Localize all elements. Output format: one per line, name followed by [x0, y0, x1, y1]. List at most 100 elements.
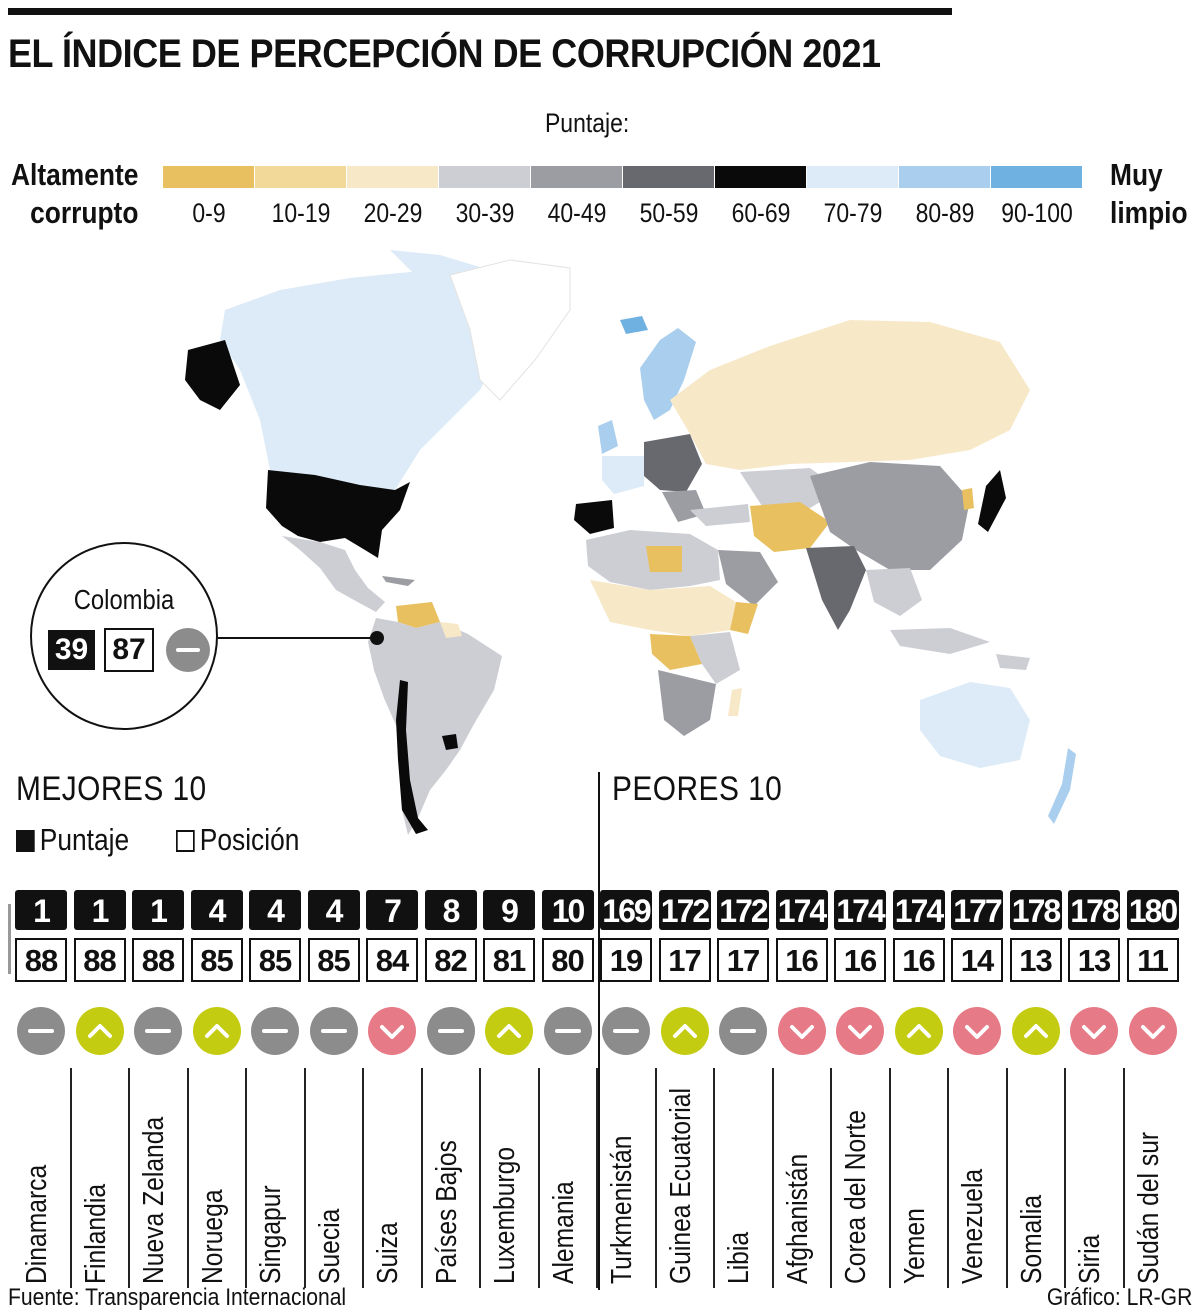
- map-iran-afghanistan: [750, 502, 830, 552]
- score-box: 172: [658, 890, 711, 930]
- map-australia: [920, 682, 1030, 768]
- legend-swatch-10-19: [255, 166, 346, 188]
- key-rank-label: Posición: [199, 822, 300, 857]
- map-madagascar: [728, 688, 742, 716]
- legend-label-60-69: 60-69: [731, 198, 791, 228]
- map-chile: [396, 680, 428, 834]
- left-edge-mark: [8, 904, 11, 974]
- legend-right-line2: limpio: [1110, 195, 1188, 230]
- country-name: Finlandia: [79, 1183, 112, 1284]
- legend-label-70-79: 70-79: [823, 198, 883, 228]
- country-name: Países Bajos: [430, 1140, 463, 1284]
- column-separator: [1122, 1068, 1125, 1288]
- trend-up-icon: [75, 1007, 124, 1055]
- trend-up-icon: [192, 1007, 241, 1055]
- country-name: Guinea Ecuatorial: [664, 1088, 697, 1284]
- map-india: [806, 546, 866, 630]
- map-libya: [646, 546, 682, 572]
- legend-swatch-70-79: [807, 166, 898, 188]
- country-name: Suecia: [313, 1208, 346, 1284]
- map-indonesia: [890, 628, 990, 654]
- country-column: 172 17 Libia: [717, 890, 769, 1290]
- key-score-label: Puntaje: [39, 822, 130, 857]
- legend-right-line1: Muy: [1110, 157, 1163, 192]
- column-separator: [713, 1068, 715, 1288]
- trend-up-icon: [894, 1007, 943, 1055]
- rank-box: 16: [775, 938, 828, 982]
- map-china: [810, 462, 970, 570]
- map-usa: [266, 470, 410, 558]
- map-alaska: [185, 340, 240, 410]
- score-box: 9: [483, 890, 535, 930]
- column-separator: [888, 1068, 891, 1288]
- key-rank-swatch: [176, 830, 195, 852]
- top-rule: [8, 8, 952, 15]
- country-column: 4 85 Singapur: [249, 890, 301, 1290]
- legend-label-20-29: 20-29: [363, 198, 423, 228]
- column-separator: [771, 1068, 774, 1288]
- callout-trend-same-icon: [166, 628, 210, 672]
- map-scandinavia: [640, 328, 696, 420]
- country-name: Somalia: [1015, 1194, 1048, 1284]
- score-box: 178: [1068, 890, 1120, 930]
- map-turkey: [690, 504, 750, 526]
- column-separator: [1005, 1068, 1008, 1288]
- legend-left-line1: Altamente: [11, 157, 139, 192]
- map-cuba: [382, 576, 415, 586]
- trend-same-icon: [251, 1007, 299, 1055]
- legend-swatch-60-69: [715, 166, 806, 188]
- rank-box: 19: [600, 938, 652, 982]
- map-png: [996, 654, 1030, 670]
- legend-label-40-49: 40-49: [547, 198, 607, 228]
- column-separator: [69, 1068, 72, 1288]
- legend-swatch-0-9: [163, 166, 254, 188]
- colombia-callout: Colombia 39 87: [30, 542, 218, 730]
- rank-box: 17: [717, 938, 769, 982]
- country-column: 169 19 Turkmenistán: [600, 890, 652, 1290]
- country-column: 7 84 Suiza: [366, 890, 418, 1290]
- rank-box: 84: [366, 938, 418, 982]
- key-rank: Posición: [176, 822, 299, 858]
- map-east-africa: [690, 632, 740, 684]
- column-separator: [420, 1068, 423, 1288]
- score-box: 4: [307, 890, 360, 930]
- rank-box: 82: [424, 938, 477, 982]
- country-column: 174 16 Yemen: [892, 890, 945, 1290]
- rank-box: 85: [307, 938, 360, 982]
- legend-label-0-9: 0-9: [192, 198, 226, 228]
- legend-label-50-59: 50-59: [639, 198, 699, 228]
- column-separator: [245, 1068, 247, 1288]
- legend-swatch-30-39: [439, 166, 530, 188]
- trend-up-icon: [660, 1007, 709, 1055]
- rank-box: 81: [483, 938, 535, 982]
- legend-title: Puntaje:: [545, 108, 630, 138]
- country-column: 180 11 Sudán del sur: [1126, 890, 1179, 1290]
- callout-score: 39: [48, 630, 95, 670]
- map-sahel: [590, 580, 736, 636]
- legend-label-90-100: 90-100: [1001, 198, 1073, 228]
- map-iberia: [574, 500, 614, 534]
- legend-label-80-89: 80-89: [915, 198, 975, 228]
- map-greenland: [449, 259, 571, 401]
- callout-leader-line: [218, 637, 378, 639]
- column-separator: [362, 1068, 364, 1288]
- score-box: 180: [1126, 890, 1179, 930]
- country-column: 9 81 Luxemburgo: [483, 890, 535, 1290]
- legend-swatch-80-89: [899, 166, 990, 188]
- rank-box: 11: [1126, 938, 1179, 982]
- map-central-africa: [650, 634, 702, 670]
- country-name: Sudán del sur: [1132, 1131, 1165, 1284]
- country-name: Turkmenistán: [606, 1135, 638, 1284]
- map-arabia: [718, 550, 778, 606]
- legend-swatch-90-100: [991, 166, 1082, 188]
- column-separator: [830, 1068, 832, 1288]
- score-box: 174: [775, 890, 828, 930]
- score-box: 174: [892, 890, 945, 930]
- legend-swatch-20-29: [347, 166, 438, 188]
- country-name: Noruega: [196, 1189, 229, 1284]
- column-separator: [596, 1068, 598, 1288]
- rank-box: 14: [951, 938, 1003, 982]
- trend-up-icon: [485, 1007, 533, 1055]
- legend-label-30-39: 30-39: [455, 198, 515, 228]
- score-box: 174: [834, 890, 886, 930]
